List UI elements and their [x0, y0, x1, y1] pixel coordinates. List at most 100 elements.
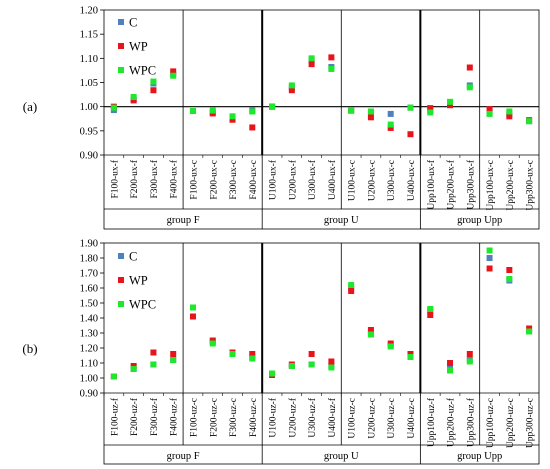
data-point-wpc	[367, 108, 374, 115]
data-point-wp	[189, 313, 196, 320]
x-tick-label: Upp100-ux-c	[486, 160, 496, 211]
data-point-wpc	[526, 328, 533, 335]
data-point-wpc	[427, 306, 434, 312]
data-point-wpc	[150, 361, 157, 368]
x-tick-label: F200-ux-f	[129, 159, 140, 198]
x-tick-label: Upp100-uz-c	[486, 398, 496, 448]
data-point-wpc	[130, 366, 137, 372]
data-point-wpc	[110, 104, 117, 111]
legend-marker-wpc	[118, 67, 124, 73]
data-point-wp	[427, 105, 434, 112]
x-tick-label: F400-ux-c	[249, 160, 259, 200]
data-point-wpc	[407, 354, 414, 360]
y-tick-label: 1.20	[80, 344, 98, 355]
x-tick-label: Upp300-uz-f	[465, 397, 476, 447]
x-tick-label: Upp300-ux-f	[465, 159, 476, 209]
legend-label-wpc: WPC	[129, 298, 156, 312]
x-tick-label: U300-ux-c	[387, 160, 397, 201]
data-point-wpc	[130, 94, 137, 100]
legend-marker-wp	[118, 43, 124, 49]
y-tick-label: 1.00	[80, 374, 98, 385]
data-point-wpc	[447, 98, 454, 105]
legend-marker-c	[118, 253, 124, 259]
legend-label-c: C	[129, 16, 137, 30]
x-tick-label: F200-ux-c	[209, 160, 219, 200]
y-tick-label: 1.15	[80, 30, 98, 41]
group-label: group Upp	[457, 215, 502, 226]
data-point-wpc	[506, 108, 513, 115]
data-point-wpc	[308, 361, 315, 368]
x-tick-label: U200-uz-c	[367, 398, 377, 439]
data-point-wpc	[486, 110, 493, 117]
data-point-wp	[130, 97, 137, 104]
data-point-wpc	[348, 107, 355, 114]
data-point-wp	[447, 102, 454, 109]
y-tick-label: 0.95	[80, 126, 98, 137]
data-point-wpc	[506, 276, 513, 282]
legend-marker-wp	[118, 277, 124, 283]
x-tick-label: F300-uz-f	[149, 397, 160, 436]
data-point-wp	[150, 87, 157, 94]
y-tick-label: 1.10	[80, 54, 98, 65]
group-label: group U	[324, 215, 359, 226]
panel-label: (b)	[22, 341, 37, 356]
data-point-wp	[170, 351, 177, 357]
x-tick-label: U200-ux-f	[287, 159, 298, 200]
data-point-wp	[249, 351, 256, 357]
x-tick-label: Upp100-uz-f	[426, 397, 437, 447]
data-point-wp	[328, 54, 335, 61]
x-tick-label: F300-ux-f	[149, 159, 160, 198]
data-point-wpc	[288, 82, 295, 89]
data-point-wp	[427, 312, 434, 318]
data-point-wp	[486, 265, 493, 272]
data-point-wpc	[328, 65, 335, 72]
data-point-wpc	[466, 84, 473, 91]
data-point-wpc	[249, 355, 256, 362]
data-point-wp	[308, 351, 315, 357]
y-tick-label: 1.20	[80, 6, 98, 17]
data-point-wp	[328, 358, 335, 365]
data-point-wpc	[348, 282, 355, 288]
x-tick-label: Upp200-ux-c	[506, 160, 516, 211]
x-tick-label: F200-uz-f	[129, 397, 140, 436]
legend-label-wpc: WPC	[129, 64, 156, 78]
data-point-wp	[506, 113, 513, 120]
x-tick-label: U300-uz-f	[307, 397, 318, 437]
data-point-wp	[447, 360, 454, 366]
y-tick-label: 1.70	[80, 269, 98, 280]
data-point-wp	[308, 61, 315, 68]
y-tick-label: 1.10	[80, 359, 98, 370]
x-tick-label: F200-uz-c	[209, 398, 219, 437]
x-tick-label: U100-ux-f	[268, 159, 279, 200]
x-tick-label: U100-ux-c	[348, 160, 358, 201]
x-tick-label: Upp100-ux-f	[426, 159, 437, 209]
group-label: group F	[167, 215, 200, 226]
legend-label-c: C	[129, 250, 137, 264]
x-tick-label: U400-uz-c	[407, 398, 417, 439]
x-tick-label: Upp300-ux-c	[526, 160, 536, 211]
data-point-wp	[367, 114, 374, 121]
data-point-wp	[170, 68, 177, 75]
legend-label-wp: WP	[129, 274, 148, 288]
data-point-c	[486, 255, 493, 261]
x-tick-label: U300-ux-f	[307, 159, 318, 200]
data-point-c	[387, 110, 394, 117]
data-point-wpc	[447, 367, 454, 374]
x-tick-label: U300-uz-c	[387, 398, 397, 439]
plot-frame	[103, 9, 540, 230]
x-tick-label: F300-ux-c	[229, 160, 239, 200]
data-point-wp	[348, 288, 355, 294]
y-tick-label: 1.60	[80, 284, 98, 295]
data-point-wpc	[209, 340, 216, 347]
data-point-wpc	[466, 358, 473, 365]
x-tick-label: F100-ux-c	[189, 160, 199, 200]
group-label: group U	[324, 451, 359, 462]
data-point-wpc	[427, 109, 434, 116]
x-tick-label: F100-uz-f	[109, 397, 120, 436]
legend-label-wp: WP	[129, 40, 148, 54]
data-point-wpc	[229, 351, 236, 357]
x-tick-label: F300-uz-c	[229, 398, 239, 437]
data-point-wpc	[229, 113, 236, 120]
data-point-wp	[249, 124, 256, 131]
